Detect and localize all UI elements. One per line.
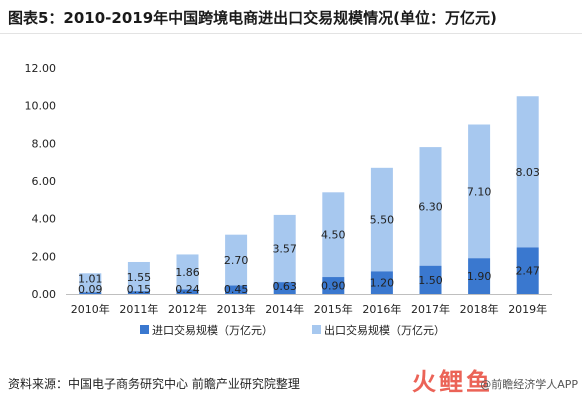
bar-import bbox=[419, 265, 442, 294]
y-tick-label: 2.00 bbox=[32, 250, 57, 263]
x-tick-label: 2017年 bbox=[411, 302, 450, 316]
bar-export bbox=[419, 147, 442, 266]
bar-export bbox=[273, 214, 296, 283]
legend-swatch-export bbox=[312, 325, 321, 334]
data-label-import: 1.20 bbox=[370, 277, 395, 290]
data-label-import: 2.47 bbox=[515, 265, 540, 278]
data-label-export: 1.86 bbox=[175, 266, 200, 279]
data-label-export: 2.70 bbox=[224, 254, 249, 267]
bar-import bbox=[516, 247, 539, 294]
y-tick-label: 4.00 bbox=[32, 213, 57, 226]
footer-brand: @前瞻经济学人APP bbox=[480, 378, 578, 391]
legend-label-export: 出口交易规模（万亿元） bbox=[324, 323, 445, 337]
x-tick-label: 2015年 bbox=[314, 302, 353, 316]
data-label-export: 4.50 bbox=[321, 229, 346, 242]
data-label-import: 1.90 bbox=[467, 270, 492, 283]
bar-export bbox=[468, 124, 491, 259]
data-label-export: 7.10 bbox=[467, 185, 492, 198]
y-tick-label: 12.00 bbox=[25, 62, 57, 75]
bar-export bbox=[516, 96, 539, 248]
bar-export bbox=[127, 261, 150, 292]
bar-import bbox=[127, 291, 150, 294]
title-bar: 图表5：2010-2019年中国跨境电商进出口交易规模情况(单位：万亿元) bbox=[0, 0, 582, 34]
data-label-export: 8.03 bbox=[515, 166, 540, 179]
bar-import bbox=[79, 292, 102, 294]
x-tick-label: 2019年 bbox=[508, 302, 547, 316]
x-tick-label: 2011年 bbox=[119, 302, 158, 316]
data-label-import: 0.15 bbox=[127, 283, 152, 296]
bar-export bbox=[322, 192, 345, 278]
data-label-import: 0.45 bbox=[224, 283, 249, 296]
bar-export bbox=[79, 273, 102, 293]
x-tick-label: 2013年 bbox=[217, 302, 256, 316]
data-label-import: 0.09 bbox=[78, 283, 103, 296]
legend-swatch-import bbox=[140, 325, 149, 334]
bar-import bbox=[322, 277, 345, 294]
bar-import bbox=[468, 258, 491, 294]
data-label-export: 1.55 bbox=[127, 271, 152, 284]
bar-import bbox=[225, 285, 248, 294]
x-tick-label: 2016年 bbox=[362, 302, 401, 316]
bar-export bbox=[225, 234, 248, 286]
data-label-import: 0.24 bbox=[175, 283, 200, 296]
x-tick-label: 2012年 bbox=[168, 302, 207, 316]
data-label-export: 5.50 bbox=[370, 214, 395, 227]
x-tick-label: 2014年 bbox=[265, 302, 304, 316]
chart-title: 图表5：2010-2019年中国跨境电商进出口交易规模情况(单位：万亿元) bbox=[8, 9, 497, 27]
y-tick-label: 8.00 bbox=[32, 137, 57, 150]
legend-label-import: 进口交易规模（万亿元） bbox=[152, 323, 273, 337]
logo: 火鲤鱼 bbox=[412, 368, 493, 396]
data-label-import: 0.90 bbox=[321, 280, 346, 293]
bar-export bbox=[370, 167, 393, 272]
source-note: 资料来源：中国电子商务研究中心 前瞻产业研究院整理 bbox=[8, 377, 300, 391]
bar-export bbox=[176, 254, 199, 290]
y-tick-label: 10.00 bbox=[25, 100, 57, 113]
bar-import bbox=[370, 271, 393, 294]
x-tick-label: 2018年 bbox=[460, 302, 499, 316]
data-label-export: 3.57 bbox=[272, 243, 297, 256]
y-tick-label: 6.00 bbox=[32, 175, 57, 188]
data-label-import: 0.63 bbox=[272, 280, 297, 293]
bar-import bbox=[176, 289, 199, 294]
bar-import bbox=[273, 282, 296, 294]
data-label-import: 1.50 bbox=[418, 274, 443, 287]
data-label-export: 6.30 bbox=[418, 200, 443, 213]
y-tick-label: 0.00 bbox=[32, 288, 57, 301]
x-tick-label: 2010年 bbox=[71, 302, 110, 316]
data-label-export: 1.01 bbox=[78, 272, 103, 285]
